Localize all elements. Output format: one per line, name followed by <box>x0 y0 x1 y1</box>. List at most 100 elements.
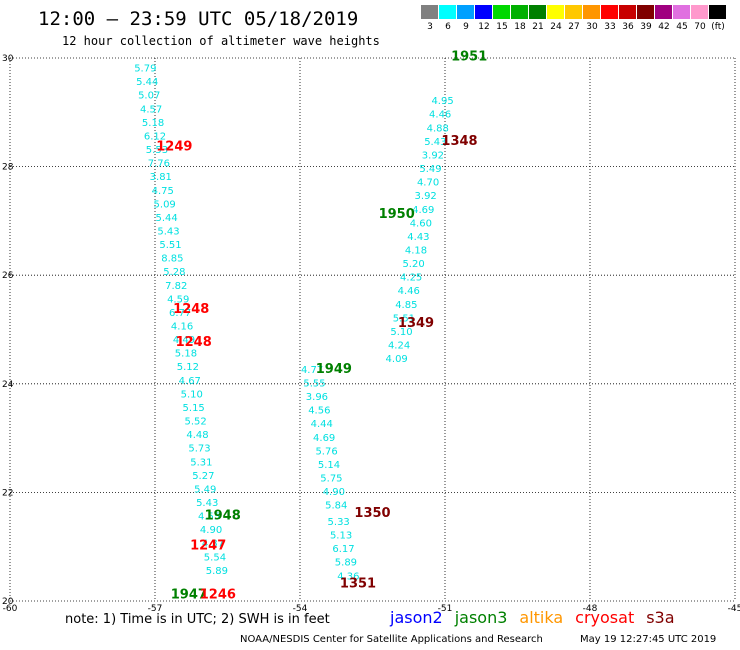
legend-label: 21 <box>532 22 544 32</box>
x-tick-label: -51 <box>438 604 453 614</box>
x-tick-label: -54 <box>293 604 308 614</box>
wave-height-value: 3.96 <box>306 392 328 403</box>
pass-number-label: 1947 <box>171 587 207 602</box>
legend-swatch <box>439 5 456 19</box>
x-tick-label: -60 <box>3 604 18 614</box>
pass-number-label: 1349 <box>398 316 434 331</box>
legend-label: 27 <box>568 22 580 32</box>
wave-height-value: 5.09 <box>154 199 176 210</box>
legend-label: 70 <box>694 22 706 32</box>
legend-swatch <box>655 5 672 19</box>
legend-swatch <box>547 5 564 19</box>
legend-swatch <box>637 5 654 19</box>
legend-swatch <box>493 5 510 19</box>
wave-height-value: 5.14 <box>318 460 340 471</box>
wave-height-value: 4.88 <box>427 123 449 134</box>
wave-height-value: 4.09 <box>386 354 408 365</box>
legend-swatch <box>673 5 690 19</box>
pass-number-label: 1950 <box>379 207 415 222</box>
wave-height-value: 5.44 <box>155 213 177 224</box>
satellite-name: cryosat <box>575 608 635 627</box>
wave-height-value: 5.44 <box>136 77 158 88</box>
wave-height-value: 4.55 <box>198 512 220 523</box>
legend-label: 39 <box>640 22 652 32</box>
wave-height-value: 5.49 <box>194 484 216 495</box>
legend-swatch <box>457 5 474 19</box>
wave-height-value: 5.10 <box>390 327 412 338</box>
legend-swatch <box>709 5 726 19</box>
legend-label: 45 <box>676 22 688 32</box>
map-grid <box>9 57 736 602</box>
wave-height-value: 5.15 <box>183 403 205 414</box>
wave-height-value: 4.48 <box>186 430 208 441</box>
wave-height-value: 5.84 <box>325 501 347 512</box>
pass-number-label: 1949 <box>316 362 352 377</box>
wave-height-value: 4.70 <box>417 178 439 189</box>
note-text: note: 1) Time is in UTC; 2) SWH is in fe… <box>65 612 330 627</box>
wave-height-value: 4.75 <box>152 186 174 197</box>
x-tick-label: -45 <box>728 604 740 614</box>
pass-number-label: 1248 <box>173 302 209 317</box>
wave-height-value: 5.51 <box>159 240 181 251</box>
pass-number-label: 1246 <box>200 587 236 602</box>
pass-number-label: 1951 <box>451 50 487 65</box>
legend-swatch <box>475 5 492 19</box>
wave-height-value: 5.76 <box>315 446 337 457</box>
wave-height-value: 5.20 <box>402 259 424 270</box>
legend-swatch <box>565 5 582 19</box>
wave-height-value: 5.54 <box>204 552 226 563</box>
y-tick-label: 30 <box>2 54 14 64</box>
wave-height-value: 7.82 <box>165 281 187 292</box>
wave-height-value: 4.43 <box>407 232 429 243</box>
y-tick-label: 24 <box>2 380 14 390</box>
wave-height-value: 5.89 <box>335 558 357 569</box>
wave-height-value: 5.55 <box>303 379 325 390</box>
pass-labels: 1951 1348 1249 1950 1248 1349 1248 1949 1948 1350… <box>156 50 487 603</box>
wave-height-value: 4.56 <box>308 406 330 417</box>
wave-height-value: 4.46 <box>429 110 451 121</box>
pass-number-label: 1351 <box>340 576 376 591</box>
legend-swatch <box>583 5 600 19</box>
legend-swatch <box>619 5 636 19</box>
wave-height-value: 5.33 <box>328 517 350 528</box>
wave-height-value: 4.44 <box>311 419 333 430</box>
legend-swatch <box>421 5 438 19</box>
wave-height-value: 7.76 <box>148 159 170 170</box>
satellite-name: jason3 <box>454 608 508 627</box>
satellite-name: s3a <box>646 608 675 627</box>
wave-height-value: 4.69 <box>412 205 434 216</box>
y-tick-label: 28 <box>2 163 14 173</box>
legend-label: (ft) <box>711 22 725 32</box>
wave-height-value: 4.90 <box>323 487 345 498</box>
legend-swatch <box>691 5 708 19</box>
legend-label: 30 <box>586 22 598 32</box>
y-tick-label: 26 <box>2 271 14 281</box>
satellite-legend: jason2 jason3 altika cryosat s3a <box>390 608 687 627</box>
map-title: 12:00 – 23:59 UTC 05/18/2019 <box>38 8 359 30</box>
wave-height-value: 4.49 <box>173 335 195 346</box>
wave-height-value: 5.49 <box>419 164 441 175</box>
axis-labels: -60 -57 -54 -51 -48 -45 30 28 26 24 22 20 <box>2 54 740 614</box>
pass-number-label: 1248 <box>176 335 212 350</box>
wave-height-value: 4.59 <box>167 294 189 305</box>
x-tick-label: -48 <box>583 604 598 614</box>
y-tick-label: 20 <box>2 597 14 607</box>
wave-height-value: 4.69 <box>313 433 335 444</box>
wave-height-value: 4.60 <box>410 218 432 229</box>
pass-number-label: 1348 <box>441 134 477 149</box>
wave-height-value: 5.75 <box>320 474 342 485</box>
legend-label: 33 <box>604 22 616 32</box>
wave-height-value: 5.73 <box>188 444 210 455</box>
legend-label: 12 <box>478 22 490 32</box>
wave-height-value: 5.10 <box>181 389 203 400</box>
wave-height-value: 5.18 <box>175 349 197 360</box>
wave-height-value: 5.43 <box>157 226 179 237</box>
wave-height-value: 4.85 <box>395 300 417 311</box>
wave-height-value: 5.43 <box>196 498 218 509</box>
wave-height-value: 5.07 <box>138 91 160 102</box>
wave-height-value: 4.16 <box>171 322 193 333</box>
footer-credit: NOAA/NESDIS Center for Satellite Applica… <box>240 634 543 645</box>
wave-height-value: 6.17 <box>332 544 354 555</box>
wave-height-value: 4.46 <box>398 286 420 297</box>
